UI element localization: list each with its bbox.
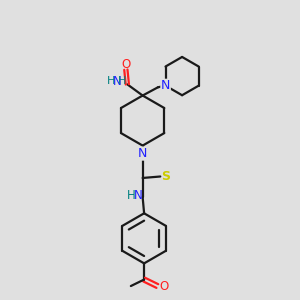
Text: N: N [161,79,170,92]
Text: H: H [118,76,126,86]
Text: H: H [107,76,115,86]
Text: N: N [112,75,122,88]
Text: S: S [161,170,170,183]
Text: H: H [127,189,136,202]
Text: O: O [159,280,169,292]
Text: N: N [134,189,142,202]
Text: N: N [138,147,147,160]
Text: O: O [121,58,130,71]
